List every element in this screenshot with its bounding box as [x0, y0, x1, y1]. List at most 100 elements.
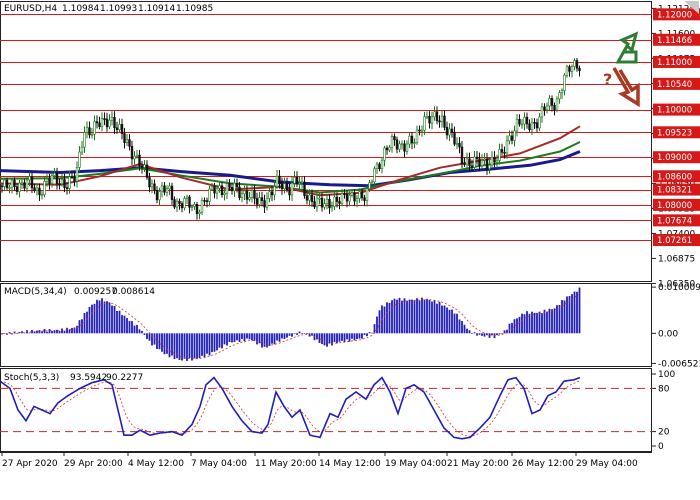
- macd-bar: [406, 300, 408, 334]
- candle: [505, 135, 509, 159]
- candle: [113, 111, 116, 134]
- macd-bar: [58, 331, 61, 334]
- macd-bar: [296, 333, 298, 335]
- candle-body: [545, 105, 549, 111]
- macd-bar: [451, 309, 453, 334]
- macd-bar: [73, 327, 76, 334]
- level-tag-2: [653, 55, 700, 68]
- macd-bar: [413, 300, 416, 334]
- candle-body: [40, 194, 44, 197]
- macd-bar: [146, 333, 148, 340]
- macd-bar: [433, 300, 436, 334]
- macd-bar: [273, 333, 276, 345]
- candle: [373, 166, 376, 188]
- macd-bar: [193, 333, 196, 359]
- candle: [433, 106, 436, 121]
- candle-body: [288, 189, 291, 196]
- candle-body: [155, 190, 159, 201]
- candle-body: [478, 158, 481, 167]
- macd-bar: [391, 300, 393, 334]
- moving-average-1: [0, 150, 581, 188]
- candle: [195, 201, 199, 220]
- candle: [458, 137, 461, 154]
- candle-body: [198, 211, 201, 214]
- candle: [550, 95, 554, 112]
- candle: [408, 132, 411, 149]
- candle-body: [208, 188, 211, 202]
- macd-bar: [336, 333, 338, 344]
- candle: [50, 170, 54, 188]
- candle: [485, 153, 489, 175]
- macd-bar: [248, 333, 251, 340]
- candle-body: [418, 129, 421, 132]
- candle-body: [490, 156, 494, 166]
- level-tag-label-5: 1.09523: [657, 128, 692, 138]
- candle: [173, 196, 176, 210]
- macd-bar: [568, 296, 571, 334]
- candle: [375, 161, 379, 175]
- stoch-d-line: [0, 380, 581, 437]
- macd-bar: [106, 301, 108, 334]
- level-tag-label-1: 1.11466: [657, 36, 692, 46]
- candle: [215, 184, 219, 200]
- macd-bar: [371, 332, 373, 334]
- macd-bar: [253, 333, 256, 341]
- macd-bar: [153, 333, 156, 345]
- candle: [390, 133, 394, 153]
- candle-body: [573, 60, 576, 67]
- x-tick-label-0: 27 Apr 2020: [2, 459, 58, 469]
- macd-bar: [356, 333, 358, 340]
- candle: [135, 149, 139, 159]
- macd-bar: [403, 298, 406, 334]
- macd-bar: [201, 333, 203, 356]
- candle-body: [380, 159, 384, 170]
- candle: [25, 176, 29, 193]
- macd-bar: [458, 319, 461, 334]
- macd-bar: [158, 333, 161, 350]
- macd-bar: [51, 331, 53, 334]
- candle-body: [50, 175, 54, 185]
- candle: [75, 161, 79, 188]
- candle: [573, 58, 576, 71]
- candle-body: [105, 118, 109, 128]
- candle-body: [178, 200, 181, 204]
- candle: [93, 115, 96, 141]
- candle: [308, 189, 311, 207]
- macd-bar: [226, 333, 228, 346]
- candle-body: [553, 105, 556, 111]
- candle: [320, 192, 324, 212]
- macd-bar: [76, 325, 78, 334]
- macd-bar: [128, 320, 131, 334]
- macd-bar: [316, 333, 318, 340]
- candle: [118, 118, 121, 133]
- candle-body: [530, 122, 534, 130]
- candle: [398, 140, 401, 153]
- macd-bar: [211, 333, 213, 353]
- candle: [8, 185, 11, 194]
- candle: [45, 174, 49, 187]
- stoch-title: Stoch(5,3,3): [4, 373, 59, 383]
- candle-body: [228, 183, 231, 188]
- candle: [363, 194, 366, 207]
- macd-bar: [466, 328, 468, 334]
- macd-bar: [428, 299, 431, 334]
- candle-body: [525, 116, 529, 125]
- macd-bar: [31, 329, 33, 334]
- candle-body: [565, 66, 569, 76]
- macd-bar: [361, 333, 363, 339]
- candle-body: [38, 187, 41, 196]
- macd-bar: [373, 324, 376, 334]
- macd-bar: [268, 333, 271, 346]
- candle-body: [93, 121, 96, 135]
- x-tick-label-7: 21 May 20:00: [447, 459, 509, 469]
- y-tick-label-stoch-3: 0: [658, 442, 664, 452]
- candle-body: [533, 122, 536, 124]
- candle: [248, 191, 251, 202]
- macd-bar: [43, 329, 46, 334]
- candle-body: [78, 151, 81, 168]
- candle-body: [120, 124, 124, 134]
- macd-bar: [173, 333, 176, 359]
- candle-body: [513, 130, 516, 141]
- macd-bar: [448, 309, 451, 334]
- candle: [205, 197, 209, 208]
